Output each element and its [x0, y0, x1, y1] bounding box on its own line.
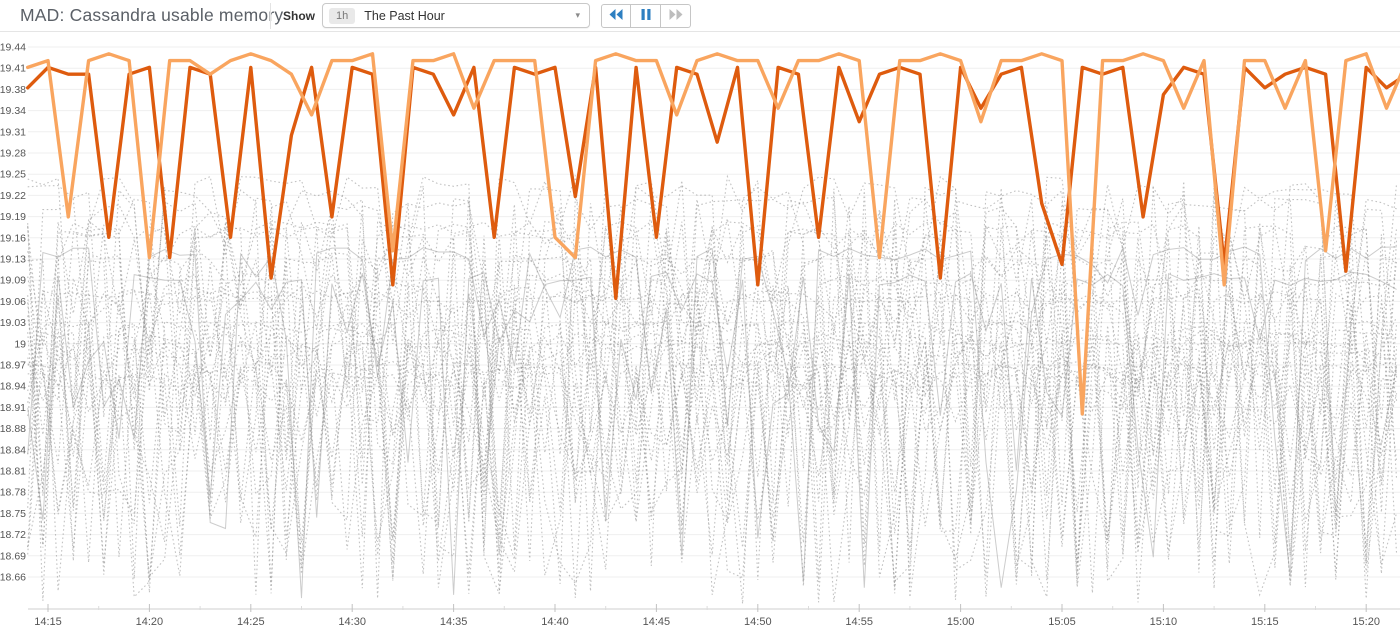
gray-host-line — [27, 220, 1398, 601]
fast-forward-button[interactable] — [661, 3, 691, 28]
svg-text:18.88: 18.88 — [0, 423, 26, 435]
gray-host-line — [27, 198, 1398, 576]
gray-host-line — [27, 371, 1397, 575]
svg-text:19.03: 19.03 — [0, 317, 26, 329]
pause-button[interactable] — [631, 3, 661, 28]
gray-host-line — [27, 246, 1398, 600]
svg-text:19.19: 19.19 — [0, 211, 26, 223]
gray-host-line — [27, 285, 1398, 604]
svg-text:14:35: 14:35 — [440, 616, 468, 628]
svg-text:19: 19 — [14, 338, 26, 350]
gray-host-line — [27, 343, 1397, 594]
series-line-anomaly-band-upper-dark-orange[interactable] — [26, 65, 1400, 301]
svg-text:19.34: 19.34 — [0, 105, 26, 117]
svg-text:18.94: 18.94 — [0, 381, 26, 393]
svg-text:19.38: 19.38 — [0, 84, 26, 96]
gray-host-line — [27, 252, 1397, 592]
svg-text:19.25: 19.25 — [0, 169, 26, 181]
playback-button-group — [601, 3, 691, 28]
svg-text:18.84: 18.84 — [0, 444, 26, 456]
svg-text:18.69: 18.69 — [0, 550, 26, 562]
timeframe-badge: 1h — [329, 7, 356, 24]
svg-text:19.06: 19.06 — [0, 296, 26, 308]
svg-text:18.66: 18.66 — [0, 572, 26, 584]
timeseries-plot[interactable]: 19.44 19.41 19.38 19.34 19.31 19.28 19.25 19.22… — [0, 32, 1400, 629]
chevron-down-icon: ▾ — [575, 10, 580, 20]
pause-icon — [641, 8, 651, 23]
rewind-button[interactable] — [601, 3, 631, 28]
svg-text:19.09: 19.09 — [0, 275, 26, 287]
page-title: MAD: Cassandra usable memory — [20, 5, 284, 25]
gray-host-line — [27, 272, 1397, 598]
gray-host-line — [27, 320, 1398, 603]
svg-text:19.41: 19.41 — [0, 63, 26, 75]
svg-text:19.44: 19.44 — [0, 42, 26, 54]
series-line-anomaly-band-lower-light-orange[interactable] — [26, 52, 1400, 416]
svg-text:18.97: 18.97 — [0, 360, 26, 372]
svg-text:14:20: 14:20 — [136, 616, 164, 628]
gray-host-line — [27, 339, 1398, 602]
svg-text:19.31: 19.31 — [0, 126, 26, 138]
chart-area[interactable]: 19.44 19.41 19.38 19.34 19.31 19.28 19.25 19.22… — [0, 32, 1400, 629]
svg-text:19.16: 19.16 — [0, 232, 26, 244]
gray-host-line — [27, 271, 1397, 595]
gray-host-line — [27, 246, 1397, 599]
gray-host-line — [27, 219, 1398, 589]
svg-text:14:25: 14:25 — [237, 616, 265, 628]
svg-text:19.28: 19.28 — [0, 148, 26, 160]
svg-text:18.72: 18.72 — [0, 529, 26, 541]
gray-host-line — [27, 332, 1398, 574]
gray-host-line — [27, 365, 1398, 579]
svg-text:14:45: 14:45 — [643, 616, 671, 628]
svg-text:15:00: 15:00 — [947, 616, 975, 628]
timeframe-value: The Past Hour — [364, 8, 445, 23]
background-host-series — [27, 174, 1398, 604]
svg-text:18.81: 18.81 — [0, 466, 26, 478]
svg-text:15:20: 15:20 — [1352, 616, 1380, 628]
widget-header: MAD: Cassandra usable memory Show 1h The… — [0, 0, 1400, 32]
svg-text:15:05: 15:05 — [1048, 616, 1076, 628]
svg-text:15:10: 15:10 — [1150, 616, 1178, 628]
show-label: Show — [283, 8, 315, 23]
timeframe-controls: Show 1h The Past Hour ▾ — [270, 2, 691, 29]
svg-text:14:50: 14:50 — [744, 616, 772, 628]
x-axis: 14:15 14:20 14:25 14:30 14:35 14:40 14:45 14:50… — [28, 604, 1400, 628]
svg-text:19.22: 19.22 — [0, 190, 26, 202]
gray-host-line — [27, 197, 1397, 603]
y-axis-labels: 19.44 19.41 19.38 19.34 19.31 19.28 19.25 19.22… — [0, 42, 26, 584]
svg-text:14:15: 14:15 — [34, 616, 62, 628]
svg-text:18.75: 18.75 — [0, 508, 26, 520]
svg-text:19.13: 19.13 — [0, 254, 26, 266]
svg-text:15:15: 15:15 — [1251, 616, 1279, 628]
rewind-icon — [609, 8, 623, 23]
gray-host-line — [27, 226, 1398, 596]
timeframe-dropdown[interactable]: 1h The Past Hour ▾ — [322, 3, 590, 28]
fast-forward-icon — [669, 8, 683, 23]
svg-text:14:55: 14:55 — [845, 616, 873, 628]
gray-host-line — [27, 319, 1398, 598]
svg-text:18.78: 18.78 — [0, 487, 26, 499]
gray-host-line — [27, 290, 1398, 567]
svg-text:14:40: 14:40 — [541, 616, 569, 628]
gray-host-line — [27, 225, 1398, 578]
svg-text:18.91: 18.91 — [0, 402, 26, 414]
svg-text:14:30: 14:30 — [338, 616, 366, 628]
gray-host-line — [27, 331, 1397, 588]
